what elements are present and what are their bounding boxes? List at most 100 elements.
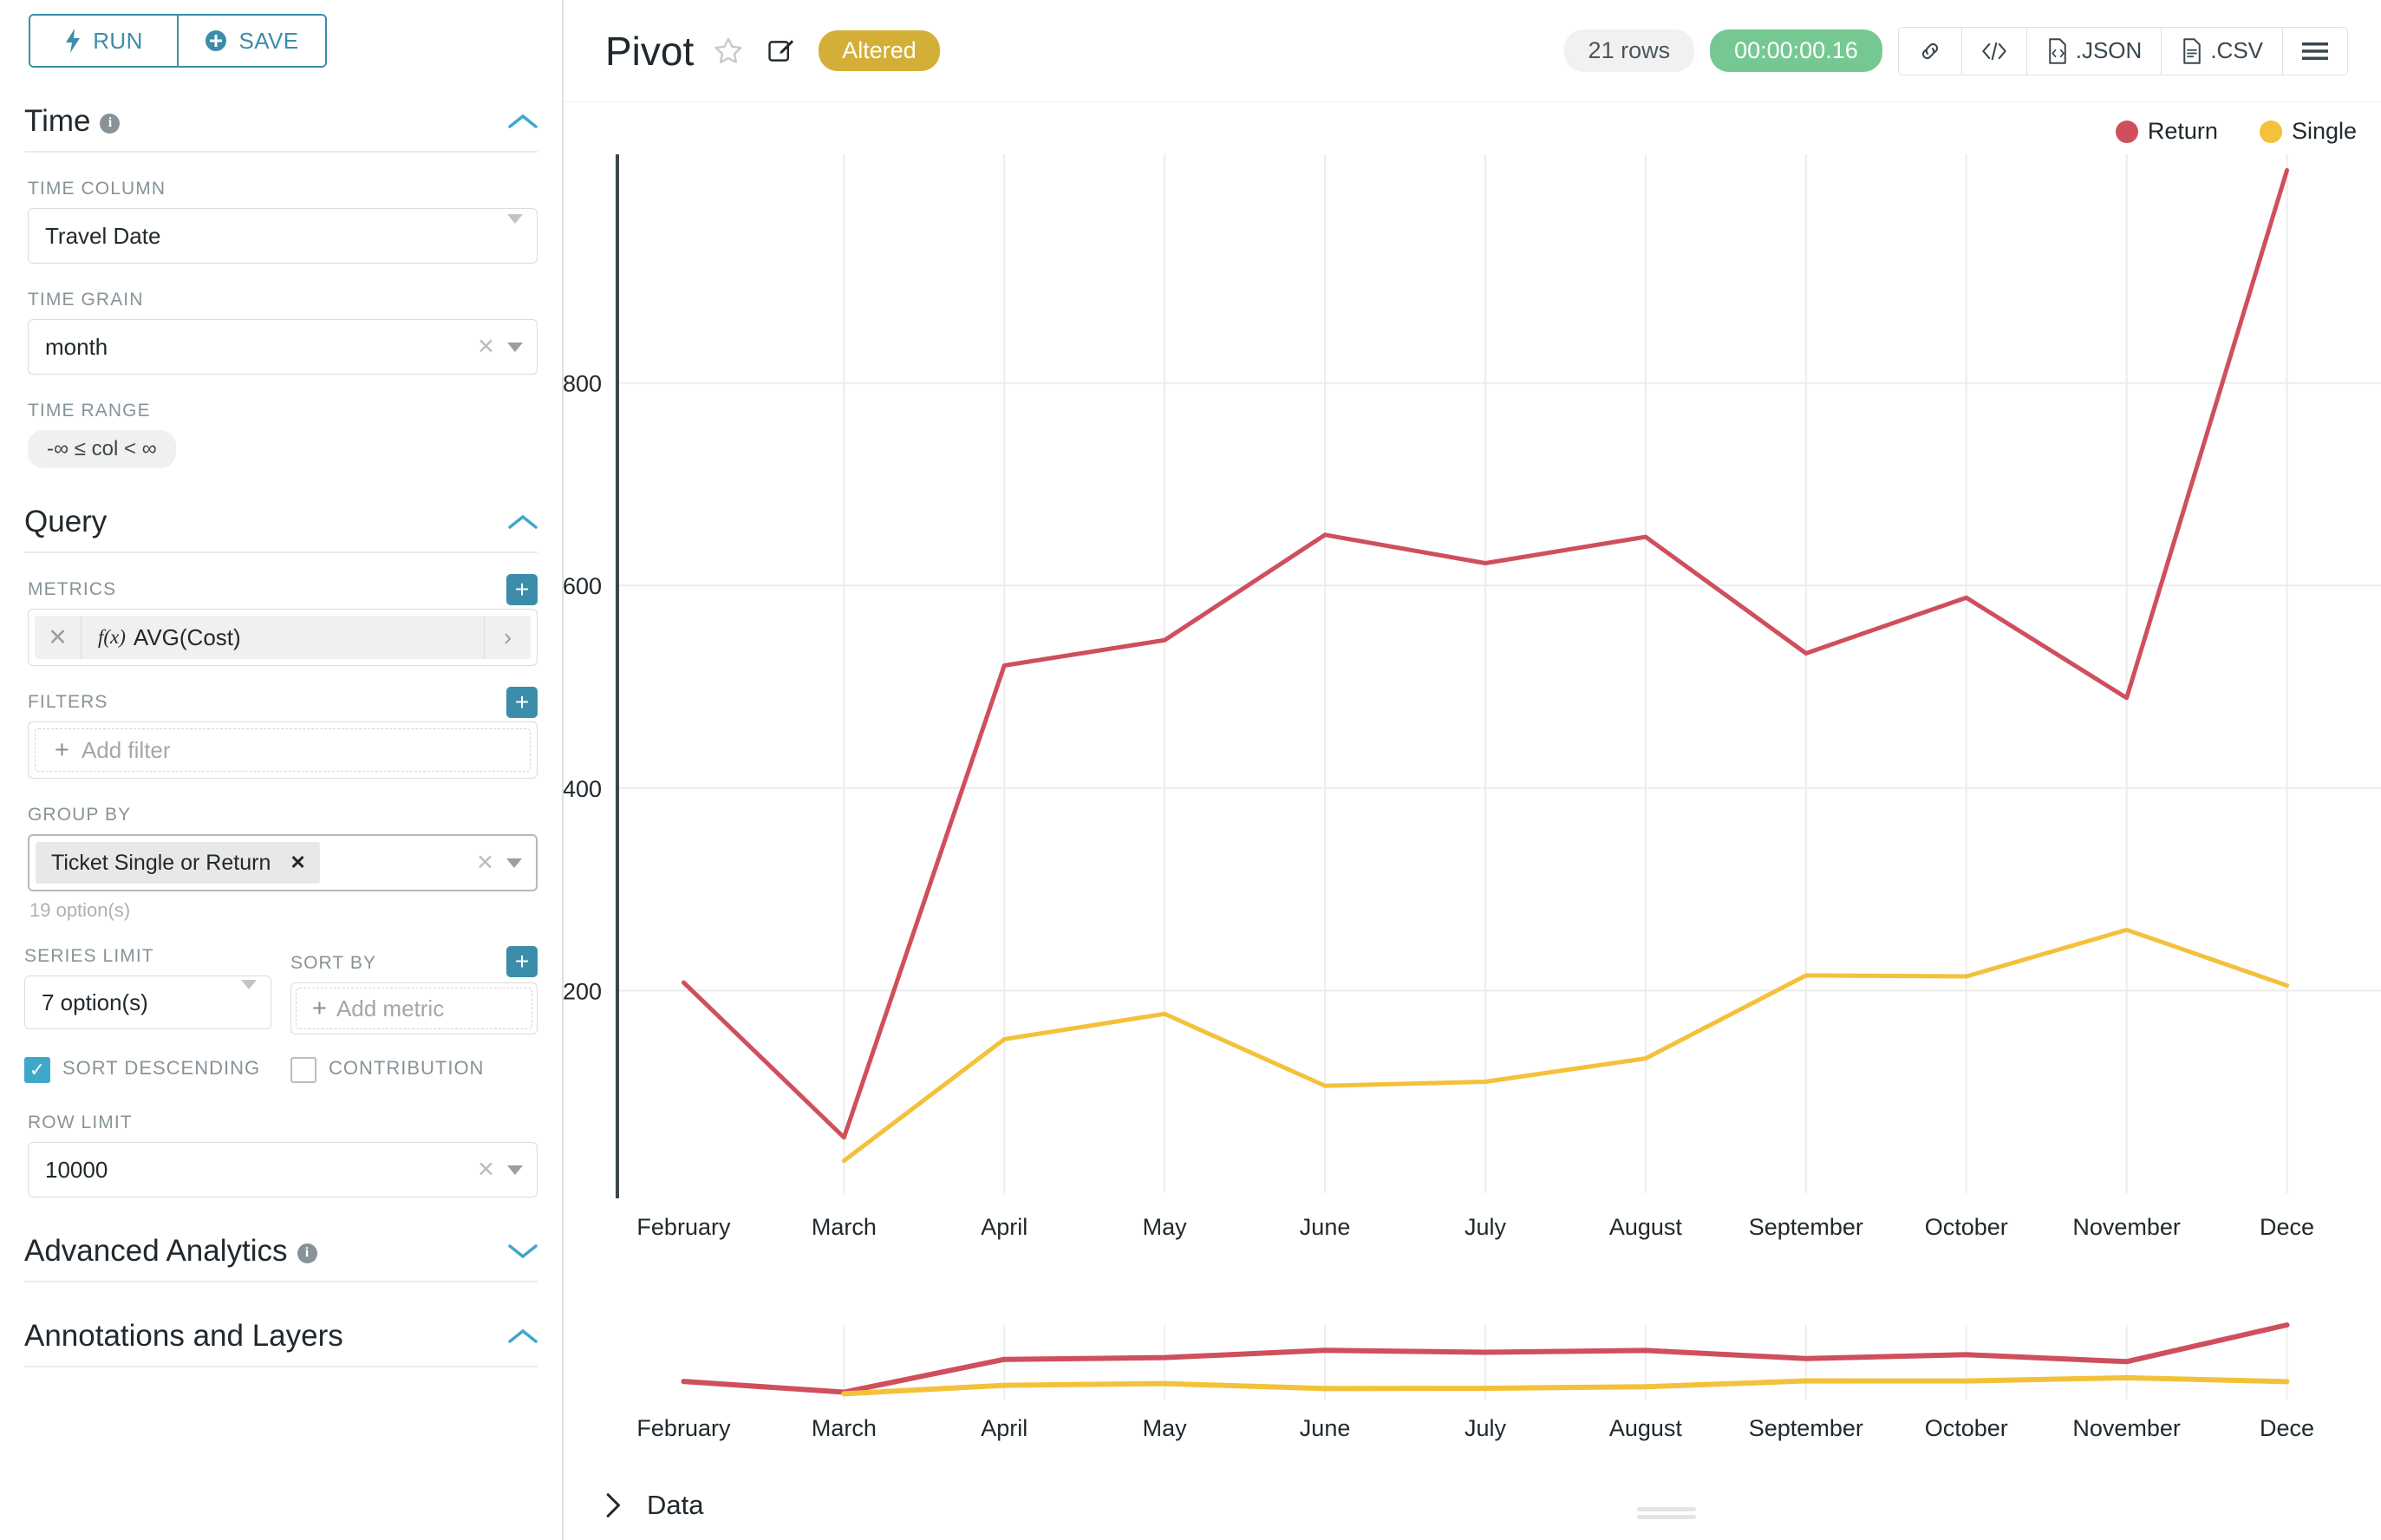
control-panel: RUN SAVE Time i TIME COLUMN Travel Date xyxy=(0,0,564,1540)
edit-icon[interactable] xyxy=(766,36,796,66)
code-icon xyxy=(1981,40,2007,62)
sort-descending-row[interactable]: ✓ SORT DESCENDING xyxy=(24,1055,271,1083)
brush-x-axis-tick: April xyxy=(981,1415,1027,1441)
x-axis-tick: Dece xyxy=(2260,1214,2314,1240)
legend-item-return[interactable]: Return xyxy=(2115,118,2218,145)
group-by-tag-label: Ticket Single or Return xyxy=(51,850,271,875)
add-sort-metric-button[interactable]: + xyxy=(506,946,538,977)
export-json-button[interactable]: .JSON xyxy=(2025,27,2162,75)
time-range-value[interactable]: -∞ ≤ col < ∞ xyxy=(28,430,176,468)
metric-item[interactable]: ✕ f(x) AVG(Cost) › xyxy=(35,616,531,659)
sort-descending-label: SORT DESCENDING xyxy=(62,1057,261,1079)
metrics-label: METRICS xyxy=(28,579,117,599)
time-grain-label: TIME GRAIN xyxy=(28,290,144,310)
series-line-return[interactable] xyxy=(681,167,2290,1140)
brush-x-axis-tick: August xyxy=(1609,1415,1683,1441)
chevron-right-icon[interactable]: › xyxy=(484,616,531,659)
add-metric-placeholder: Add metric xyxy=(336,995,445,1021)
share-link-button[interactable] xyxy=(1898,27,1961,75)
time-grain-select[interactable]: month ✕ xyxy=(28,319,538,375)
chevron-down-icon xyxy=(507,1165,523,1175)
data-panel-toggle[interactable]: Data xyxy=(564,1471,2381,1540)
link-icon xyxy=(1918,39,1942,63)
section-header-query[interactable]: Query xyxy=(24,505,538,553)
row-limit-label: ROW LIMIT xyxy=(28,1113,133,1132)
brush-x-axis-tick: May xyxy=(1143,1415,1188,1441)
sort-descending-checkbox[interactable]: ✓ xyxy=(24,1057,50,1083)
hamburger-icon xyxy=(2302,41,2328,62)
metric-label: AVG(Cost) xyxy=(133,623,241,650)
file-csv-icon xyxy=(2181,37,2203,64)
legend-label: Single xyxy=(2291,118,2357,144)
contribution-row[interactable]: CONTRIBUTION xyxy=(290,1055,538,1083)
add-filter-button[interactable]: + xyxy=(506,687,538,718)
add-filter-placeholder: Add filter xyxy=(81,736,171,763)
group-by-select[interactable]: Ticket Single or Return ✕ ✕ xyxy=(28,834,538,891)
x-axis-tick: July xyxy=(1464,1214,1507,1240)
sort-by-field: SORT BY + + Add metric xyxy=(290,946,538,1034)
chevron-down-icon xyxy=(507,213,523,249)
export-csv-button[interactable]: .CSV xyxy=(2161,27,2282,75)
group-by-tag[interactable]: Ticket Single or Return ✕ xyxy=(36,842,320,884)
brush-x-axis-tick: Dece xyxy=(2260,1415,2314,1441)
time-column-value: Travel Date xyxy=(45,222,161,249)
x-axis-tick: November xyxy=(2072,1214,2181,1240)
section-title-annotations: Annotations and Layers xyxy=(24,1319,343,1353)
chevron-up-icon xyxy=(508,113,538,130)
plus-circle-icon xyxy=(205,29,227,52)
chevron-down-icon xyxy=(506,858,522,868)
sort-by-list: + Add metric xyxy=(290,982,538,1034)
view-query-button[interactable] xyxy=(1960,27,2026,75)
add-filter-dropzone[interactable]: + Add filter xyxy=(35,728,531,772)
brush-x-axis-tick: September xyxy=(1749,1415,1863,1441)
remove-metric-icon[interactable]: ✕ xyxy=(35,616,82,659)
run-button[interactable]: RUN xyxy=(30,16,177,66)
series-limit-select[interactable]: 7 option(s) xyxy=(24,976,271,1029)
add-sort-metric-dropzone[interactable]: + Add metric xyxy=(296,988,532,1029)
row-limit-value: 10000 xyxy=(45,1156,108,1183)
chevron-up-icon xyxy=(508,513,538,531)
line-chart[interactable]: 200 400 600 800 February March April May June Jul… xyxy=(564,102,2381,1334)
brush-x-axis-tick: February xyxy=(636,1415,731,1441)
chart-panel: Pivot Altered 21 rows 00:00:00.16 xyxy=(564,0,2381,1540)
clear-icon[interactable]: ✕ xyxy=(477,335,495,359)
chart-brush-preview[interactable]: February March April May June July August Septe… xyxy=(564,1316,2381,1455)
x-axis-tick: October xyxy=(1925,1214,2008,1240)
export-json-label: .JSON xyxy=(2075,37,2143,63)
add-metric-button[interactable]: + xyxy=(506,574,538,605)
time-column-select[interactable]: Travel Date xyxy=(28,208,538,264)
info-icon[interactable]: i xyxy=(100,113,121,134)
series-line-single[interactable] xyxy=(841,927,2290,1164)
save-button[interactable]: SAVE xyxy=(177,16,325,66)
plus-icon: + xyxy=(312,994,327,1022)
section-header-advanced-analytics[interactable]: Advanced Analytics i xyxy=(24,1234,538,1282)
filters-list: + Add filter xyxy=(28,721,538,779)
sort-by-label: SORT BY xyxy=(290,953,377,973)
x-axis-tick: September xyxy=(1749,1214,1863,1240)
chevron-down-icon xyxy=(508,1243,538,1260)
y-axis-tick: 600 xyxy=(564,573,602,599)
section-title-time: Time xyxy=(24,104,91,138)
more-menu-button[interactable] xyxy=(2282,27,2347,75)
plus-icon: + xyxy=(55,735,69,764)
star-icon[interactable] xyxy=(713,36,744,67)
section-header-annotations[interactable]: Annotations and Layers xyxy=(24,1319,538,1367)
resize-handle[interactable] xyxy=(1637,1505,1696,1519)
remove-tag-icon[interactable]: ✕ xyxy=(290,852,306,873)
time-grain-value: month xyxy=(45,333,108,360)
clear-icon[interactable]: ✕ xyxy=(477,1158,495,1182)
row-limit-select[interactable]: 10000 ✕ xyxy=(28,1142,538,1197)
legend-color-swatch xyxy=(2259,120,2282,143)
clear-icon[interactable]: ✕ xyxy=(476,851,494,875)
contribution-checkbox[interactable] xyxy=(290,1057,316,1083)
brush-series-line-return xyxy=(681,1322,2290,1395)
chart-header-actions: 21 rows 00:00:00.16 xyxy=(1563,26,2348,75)
chevron-down-icon xyxy=(241,979,257,1016)
group-by-label: GROUP BY xyxy=(28,805,132,825)
query-duration-badge: 00:00:00.16 xyxy=(1710,29,1882,72)
legend-item-single[interactable]: Single xyxy=(2259,118,2357,145)
info-icon[interactable]: i xyxy=(297,1243,317,1263)
data-panel-label: Data xyxy=(647,1490,704,1520)
section-header-time[interactable]: Time i xyxy=(24,104,538,153)
series-limit-field: SERIES LIMIT 7 option(s) xyxy=(24,946,271,1034)
